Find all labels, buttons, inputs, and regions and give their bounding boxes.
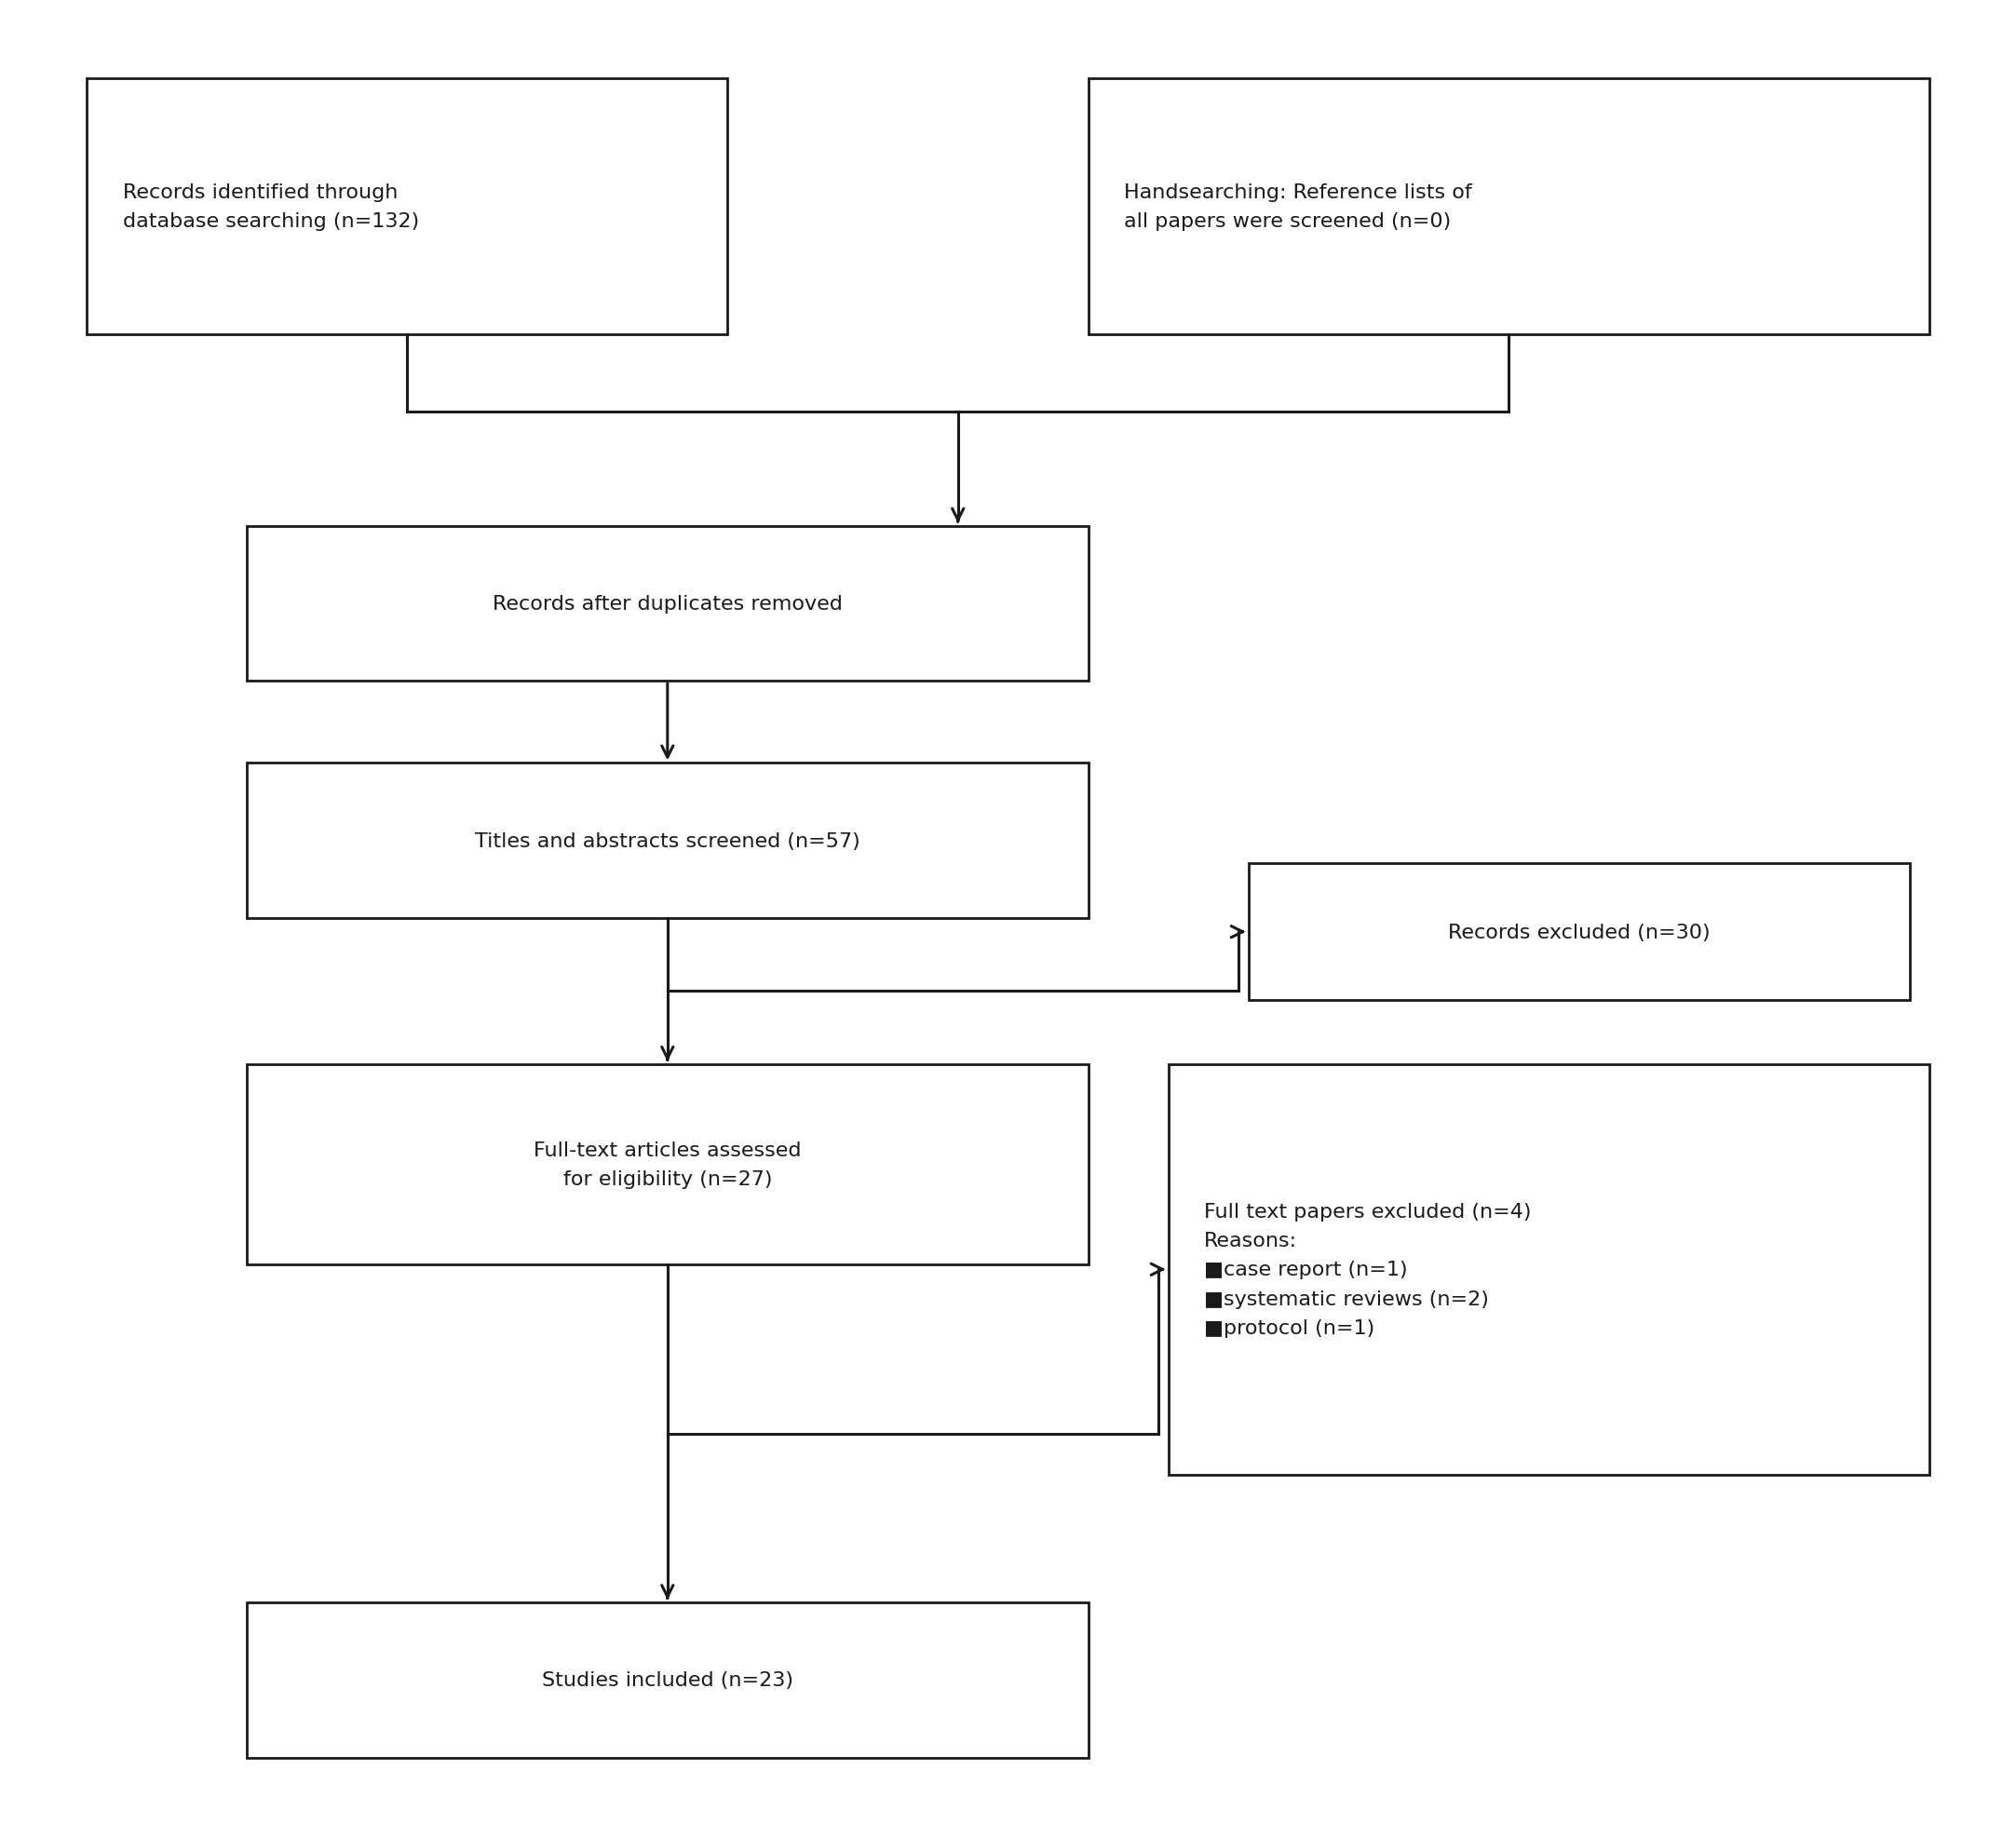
FancyBboxPatch shape [246,527,1089,682]
Text: Records after duplicates removed: Records after duplicates removed [492,595,843,614]
FancyBboxPatch shape [1089,79,1929,334]
FancyBboxPatch shape [1167,1064,1929,1475]
FancyBboxPatch shape [246,764,1089,918]
Text: Full text papers excluded (n=4)
Reasons:
■case report (n=1)
■systematic reviews : Full text papers excluded (n=4) Reasons:… [1204,1201,1532,1337]
FancyBboxPatch shape [246,1602,1089,1758]
FancyBboxPatch shape [87,79,728,334]
Text: Records excluded (n=30): Records excluded (n=30) [1447,922,1710,942]
FancyBboxPatch shape [246,1064,1089,1266]
Text: Records identified through
database searching (n=132): Records identified through database sear… [123,184,419,231]
Text: Studies included (n=23): Studies included (n=23) [542,1670,792,1690]
FancyBboxPatch shape [1248,863,1909,1001]
Text: Titles and abstracts screened (n=57): Titles and abstracts screened (n=57) [476,832,861,851]
Text: Full-text articles assessed
for eligibility (n=27): Full-text articles assessed for eligibil… [534,1141,800,1189]
Text: Handsearching: Reference lists of
all papers were screened (n=0): Handsearching: Reference lists of all pa… [1125,184,1472,231]
